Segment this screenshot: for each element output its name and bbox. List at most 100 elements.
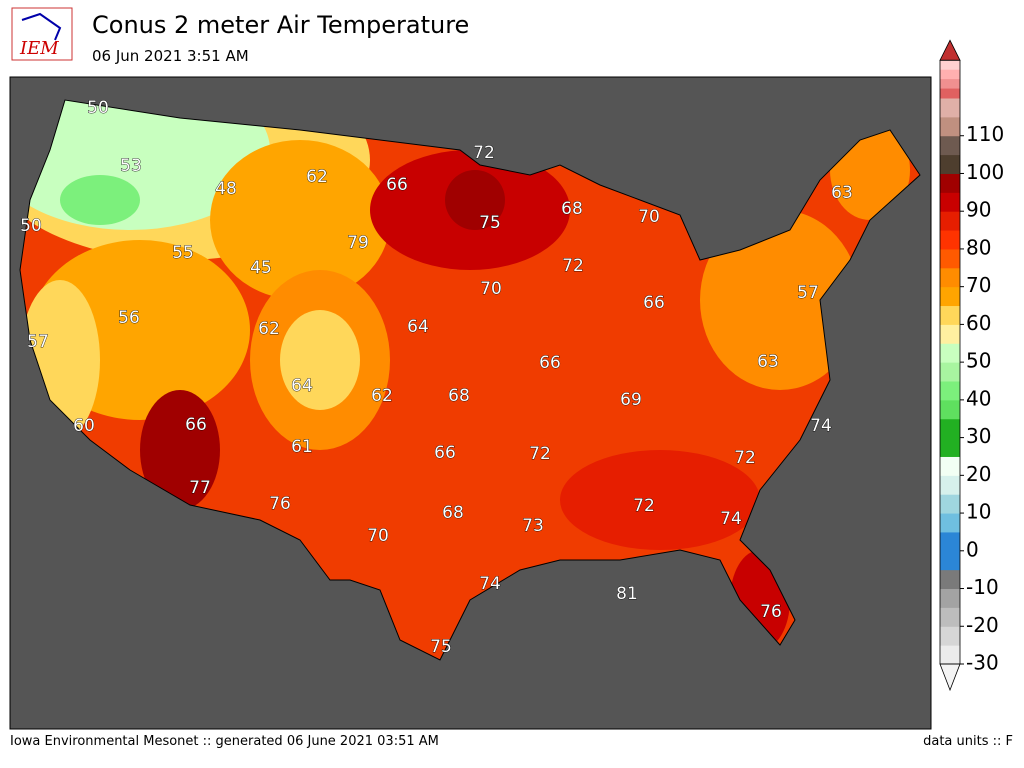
colorbar-band	[940, 267, 960, 288]
footer-left: Iowa Environmental Mesonet :: generated …	[10, 734, 439, 749]
colorbar-band	[940, 324, 960, 344]
colorbar-tick-label: 70	[966, 273, 991, 297]
colorbar-band	[940, 343, 960, 363]
temperature-label: 66	[386, 175, 408, 195]
colorbar-tick-label: -20	[966, 613, 999, 637]
temperature-label: 53	[120, 156, 142, 176]
colorbar-band	[940, 305, 960, 325]
temperature-label: 74	[479, 574, 501, 594]
colorbar-band	[940, 513, 960, 533]
colorbar-tick-label: 60	[966, 311, 991, 335]
temperature-label: 73	[522, 516, 544, 536]
colorbar-tick-label: 0	[966, 537, 979, 561]
colorbar-tick-label: -10	[966, 575, 999, 599]
temperature-label: 60	[73, 416, 95, 436]
temperature-label: 66	[539, 353, 561, 373]
colorbar-band	[940, 173, 960, 193]
colorbar-band	[940, 211, 960, 231]
colorbar-tick-label: -30	[966, 651, 999, 675]
colorbar-tick-label: 30	[966, 424, 991, 448]
colorbar-band	[940, 116, 960, 137]
colorbar-tick-label: 50	[966, 349, 991, 373]
colorbar-band	[940, 381, 960, 401]
temperature-label: 81	[616, 584, 638, 604]
temperature-label: 72	[734, 448, 756, 468]
colorbar-band	[940, 60, 960, 71]
title: Conus 2 meter Air Temperature	[92, 11, 469, 39]
temperature-label: 56	[118, 308, 140, 328]
temperature-label: 62	[258, 319, 280, 339]
colorbar-tick-label: 10	[966, 500, 991, 524]
logo-text: IEM	[19, 38, 59, 59]
temperature-label: 62	[371, 386, 393, 406]
colorbar-band	[940, 286, 960, 307]
temperature-label: 72	[633, 496, 655, 516]
temperature-label: 66	[185, 415, 207, 435]
colorbar-extend-bottom	[939, 663, 961, 692]
temperature-label: 70	[480, 279, 502, 299]
colorbar-band	[940, 626, 960, 646]
temperature-label: 57	[797, 283, 819, 303]
colorbar-tick-label: 110	[966, 122, 1004, 146]
temperature-label: 75	[479, 213, 501, 233]
temperature-label: 63	[757, 352, 779, 372]
temperature-label: 62	[306, 167, 328, 187]
temperature-label: 69	[620, 390, 642, 410]
temperature-label: 64	[407, 317, 429, 337]
colorbar-band	[940, 550, 960, 571]
temperature-label: 48	[215, 179, 237, 199]
temperature-label: 79	[347, 233, 369, 253]
colorbar-tick-label: 90	[966, 198, 991, 222]
temperature-label: 77	[189, 478, 211, 498]
colorbar-tick-label: 40	[966, 386, 991, 410]
temperature-label: 63	[831, 183, 853, 203]
colorbar: -30 -20 -10 0 10 20 30 40 50 60 70 80 90 100 110	[939, 39, 1004, 692]
colorbar-tick-label: 20	[966, 462, 991, 486]
temperature-label: 68	[448, 386, 470, 406]
temperature-label: 72	[473, 143, 495, 163]
colorbar-band	[940, 494, 960, 514]
colorbar-band	[940, 607, 960, 627]
colorbar-tick-label: 100	[966, 160, 1004, 184]
colorbar-band	[940, 248, 960, 269]
colorbar-band	[940, 399, 960, 420]
colorbar-band	[940, 645, 960, 665]
colorbar-band	[940, 69, 960, 80]
temperature-label: 57	[27, 332, 49, 352]
colorbar-band	[940, 135, 960, 156]
subtitle: 06 Jun 2021 3:51 AM	[92, 47, 249, 65]
temperature-label: 50	[87, 98, 109, 118]
temperature-label: 70	[638, 207, 660, 227]
logo-frame	[11, 7, 73, 61]
temperature-label: 64	[291, 376, 313, 396]
temperature-label: 45	[250, 258, 272, 278]
colorbar-band	[940, 588, 960, 608]
colorbar-extend-top	[939, 39, 961, 61]
temperature-label: 68	[561, 199, 583, 219]
colorbar-band	[940, 79, 960, 90]
colorbar-band	[940, 362, 960, 382]
temperature-label: 76	[269, 494, 291, 514]
temperature-label: 74	[810, 416, 832, 436]
temperature-label: 72	[562, 256, 584, 276]
colorbar-band	[940, 531, 960, 552]
colorbar-band	[940, 230, 960, 250]
temperature-label: 68	[442, 503, 464, 523]
temperature-label: 55	[172, 243, 194, 263]
colorbar-band	[940, 192, 960, 212]
colorbar-tick-label: 80	[966, 235, 991, 259]
colorbar-band	[940, 456, 960, 476]
logo-icon	[21, 12, 62, 41]
colorbar-band	[940, 437, 960, 457]
colorbar-band	[940, 569, 960, 590]
temperature-label: 66	[643, 293, 665, 313]
colorbar-band	[940, 418, 960, 439]
temperature-label: 70	[367, 526, 389, 546]
colorbar-band	[940, 98, 960, 118]
temperature-label: 75	[430, 637, 452, 657]
colorbar-band	[940, 154, 960, 174]
temperature-label: 72	[529, 444, 551, 464]
colorbar-band	[940, 475, 960, 495]
